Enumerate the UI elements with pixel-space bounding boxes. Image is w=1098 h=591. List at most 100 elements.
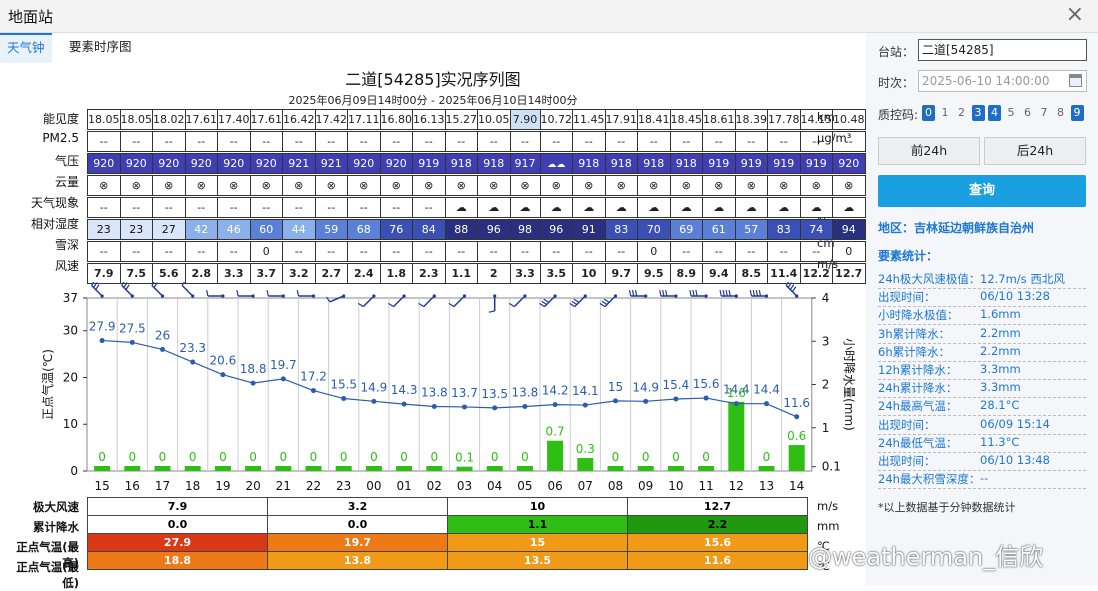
wind-barb-point <box>462 294 467 298</box>
x-tick-label: 01 <box>396 479 411 493</box>
tab-weather-clock[interactable]: 天气钟 <box>0 33 52 63</box>
cloud-weather-icon: ☁ <box>637 197 671 218</box>
temperature-value-label: 14.1 <box>572 384 599 398</box>
wind-barb-feather <box>153 282 158 288</box>
snow-cell: -- <box>702 241 736 262</box>
precip-value-label: 0 <box>310 450 318 464</box>
temperature-value-label: 18.8 <box>240 362 267 376</box>
summary-unit: ℃ <box>817 539 830 553</box>
pm25-cell: -- <box>702 131 736 152</box>
x-tick-label: 11 <box>698 479 713 493</box>
wind-cell: 2.4 <box>347 263 381 284</box>
prev-24h-button[interactable]: 前24h <box>878 137 980 165</box>
y-tick-label-left: 0 <box>70 464 78 478</box>
qc-code-3[interactable]: 3 <box>971 105 985 121</box>
humidity-cell: 96 <box>539 219 573 240</box>
wind-barb-feather <box>123 282 128 288</box>
pressure-cell: 920 <box>152 153 186 174</box>
cloud-cover-icon: ⊗ <box>379 175 413 196</box>
wind-barb <box>453 295 466 308</box>
x-tick-label: 20 <box>245 479 260 493</box>
wind-cell: 9.5 <box>637 263 671 284</box>
wind-barb-point <box>764 294 769 298</box>
wind-barb-point <box>644 294 648 298</box>
summary-row: 27.9 19.7 15 15.6 <box>87 533 808 552</box>
humidity-cell: 42 <box>184 219 218 240</box>
stat-row: 24h极大风速极值： 12.7m/s 西北风 <box>878 271 1086 289</box>
temperature-point <box>190 359 196 365</box>
cloud-cover-icon: ⊗ <box>767 175 801 196</box>
wind-barb-feather <box>543 298 550 303</box>
temperature-value-label: 17.2 <box>300 370 327 384</box>
humidity-cell: 59 <box>314 219 348 240</box>
temperature-point <box>341 396 347 402</box>
precip-bar <box>456 466 473 471</box>
time-input[interactable]: 2025-06-10 14:00:00 <box>918 70 1087 92</box>
wind-barb-point <box>553 294 557 298</box>
window-title: 地面站 <box>8 8 54 26</box>
chart-title: 二道[54285]实况序列图 <box>345 70 521 89</box>
wind-cell: 7.9 <box>87 263 121 284</box>
humidity-cell: 60 <box>249 219 283 240</box>
snow-cell: -- <box>347 241 381 262</box>
next-24h-button[interactable]: 后24h <box>984 137 1086 165</box>
wind-barb-feather <box>601 300 608 305</box>
wind-barb-feather <box>388 302 394 308</box>
wind-barb-point <box>402 294 406 298</box>
pressure-cell: 918 <box>444 153 478 174</box>
pm25-cell: -- <box>87 131 121 152</box>
visibility-cell: 18.61 <box>702 109 736 130</box>
pm25-cell: -- <box>347 131 381 152</box>
y-axis-label-left: 正点气温(℃) <box>40 349 55 420</box>
calendar-icon[interactable] <box>1069 74 1082 87</box>
tab-element-series[interactable]: 要素时序图 <box>69 39 132 54</box>
stat-row: 24h累计降水： 3.3mm <box>878 380 1086 399</box>
close-icon[interactable]: × <box>1065 2 1084 27</box>
qc-code-6[interactable]: 6 <box>1024 106 1031 119</box>
temperature-point <box>401 401 407 407</box>
qc-code-9[interactable]: 9 <box>1070 105 1084 121</box>
cloud-cover-icon: ⊗ <box>637 175 671 196</box>
precip-value-label: 0 <box>400 450 408 464</box>
wind-barb-feather <box>634 290 638 297</box>
snow-cell: -- <box>379 241 413 262</box>
wind-barb-point <box>674 294 678 298</box>
stat-key: 出现时间： <box>878 454 936 468</box>
cloud-cover-icon: ⊗ <box>604 175 638 196</box>
precip-value-label: 0 <box>672 450 680 464</box>
stat-row: 出现时间： 06/09 15:14 <box>878 417 1086 435</box>
temperature-value-label: 13.8 <box>421 385 448 399</box>
cloud-cover-icon: ⊗ <box>799 175 833 196</box>
wind-barb-feather <box>541 300 547 305</box>
x-tick-label: 16 <box>125 479 140 493</box>
summary-label: 极大风速 <box>33 500 79 514</box>
pressure-cell: 921 <box>314 153 348 174</box>
qc-code-1[interactable]: 1 <box>941 106 949 119</box>
wind-cell: 10 <box>572 263 606 284</box>
qc-code-7[interactable]: 7 <box>1040 106 1048 119</box>
time-value: 2025-06-10 14:00:00 <box>922 74 1050 88</box>
wind-barb-feather <box>125 284 130 290</box>
pm25-cell: -- <box>444 131 478 152</box>
query-panel: 台站： 二道[54285] 时次： 2025-06-10 14:00:00 质控… <box>866 33 1098 585</box>
stat-value: 06/10 13:48 <box>980 453 1050 467</box>
wind-cell: 7.5 <box>119 263 153 284</box>
pm25-cell: -- <box>734 131 768 152</box>
x-tick-label: 07 <box>578 479 593 493</box>
qc-code-4[interactable]: 4 <box>988 105 1001 121</box>
query-button[interactable]: 查询 <box>878 175 1086 207</box>
y-tick-label-right: 2 <box>822 378 830 392</box>
qc-code-2[interactable]: 2 <box>958 106 965 119</box>
wind-cell: 3.7 <box>249 263 283 284</box>
station-input[interactable]: 二道[54285] <box>918 39 1087 61</box>
qc-code-0[interactable]: 0 <box>922 105 935 121</box>
temperature-point <box>764 401 769 407</box>
stat-key: 12h累计降水： <box>878 363 958 377</box>
cloud-cover-icon: ⊗ <box>702 175 736 196</box>
qc-code-5[interactable]: 5 <box>1007 106 1015 119</box>
stats-title: 要素统计： <box>878 249 939 263</box>
wind-cell: 9.7 <box>604 263 638 284</box>
qc-code-8[interactable]: 8 <box>1057 106 1064 119</box>
wind-barb-feather <box>689 290 692 297</box>
